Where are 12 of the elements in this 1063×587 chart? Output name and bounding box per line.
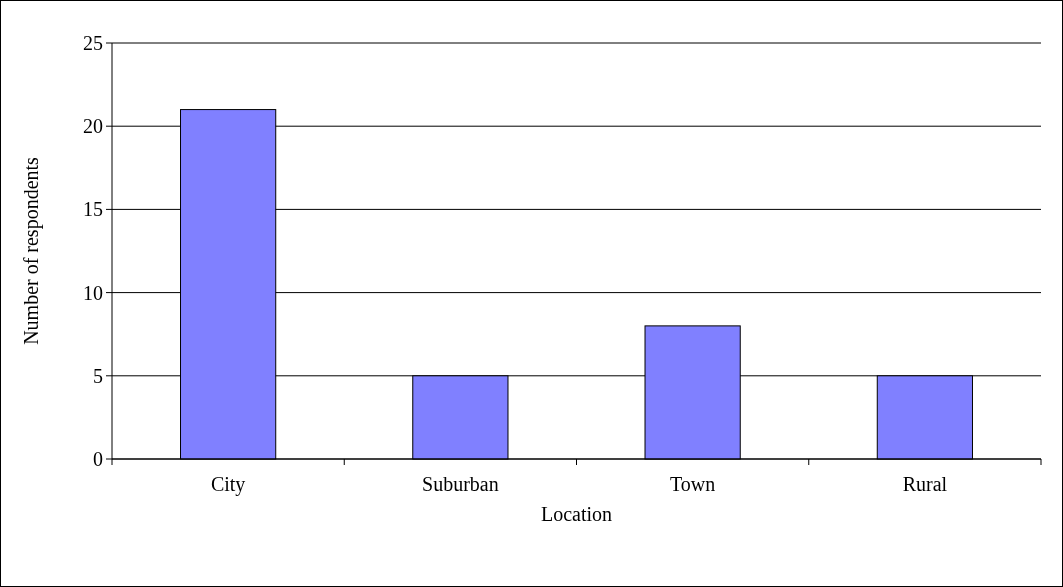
x-tick-label: Suburban	[422, 473, 499, 495]
y-tick-label: 15	[83, 198, 103, 221]
y-tick-label: 10	[83, 281, 103, 304]
y-tick-label: 5	[93, 364, 103, 387]
y-axis-title: Number of respondents	[20, 156, 43, 345]
x-tick-label: Rural	[902, 473, 948, 495]
y-tick-label: 25	[83, 32, 103, 54]
y-tick-label: 0	[93, 448, 103, 470]
x-tick-label: Town	[669, 473, 716, 495]
x-axis-title: Location	[540, 503, 613, 525]
y-tick-label: 20	[83, 115, 103, 138]
x-tick-label: City	[210, 473, 246, 496]
